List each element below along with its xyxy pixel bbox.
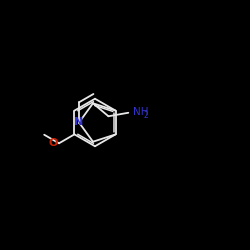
Text: N: N xyxy=(74,116,84,126)
Text: NH: NH xyxy=(133,106,148,117)
Text: 2: 2 xyxy=(143,111,148,120)
Text: O: O xyxy=(48,138,58,148)
